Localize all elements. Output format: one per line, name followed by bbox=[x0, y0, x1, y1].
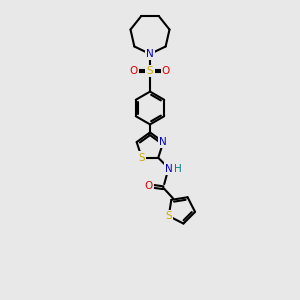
Text: S: S bbox=[147, 66, 153, 76]
Text: H: H bbox=[174, 164, 182, 174]
Text: O: O bbox=[162, 66, 170, 76]
Text: N: N bbox=[159, 137, 167, 147]
Text: N: N bbox=[146, 49, 154, 59]
Text: S: S bbox=[165, 211, 172, 221]
Text: N: N bbox=[165, 164, 173, 174]
Text: S: S bbox=[139, 153, 145, 163]
Text: O: O bbox=[145, 181, 153, 191]
Text: O: O bbox=[130, 66, 138, 76]
